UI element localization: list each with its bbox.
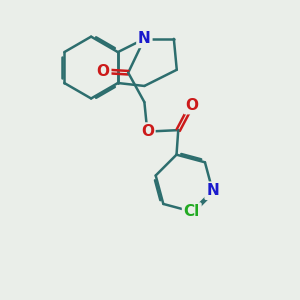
Text: O: O [97, 64, 110, 79]
Text: O: O [141, 124, 154, 139]
Text: Cl: Cl [184, 204, 200, 219]
Text: O: O [185, 98, 198, 112]
Text: N: N [138, 31, 151, 46]
Text: N: N [206, 183, 219, 198]
